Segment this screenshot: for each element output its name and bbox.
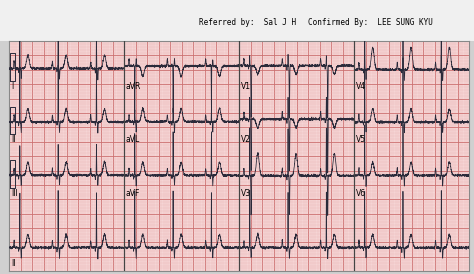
- Text: Confirmed By:  LEE SUNG KYU: Confirmed By: LEE SUNG KYU: [308, 18, 433, 27]
- Text: II: II: [11, 259, 15, 268]
- Text: V4: V4: [356, 82, 366, 91]
- Text: Referred by:  Sal J H: Referred by: Sal J H: [199, 18, 296, 27]
- Text: V2: V2: [241, 135, 251, 144]
- Text: II: II: [11, 135, 15, 144]
- Text: V5: V5: [356, 135, 366, 144]
- Text: aVR: aVR: [126, 82, 141, 91]
- Text: V1: V1: [241, 82, 251, 91]
- Text: III: III: [11, 189, 18, 198]
- Text: V6: V6: [356, 189, 366, 198]
- Text: V3: V3: [241, 189, 251, 198]
- Text: aVL: aVL: [126, 135, 140, 144]
- Text: aVF: aVF: [126, 189, 140, 198]
- Text: I: I: [11, 82, 13, 91]
